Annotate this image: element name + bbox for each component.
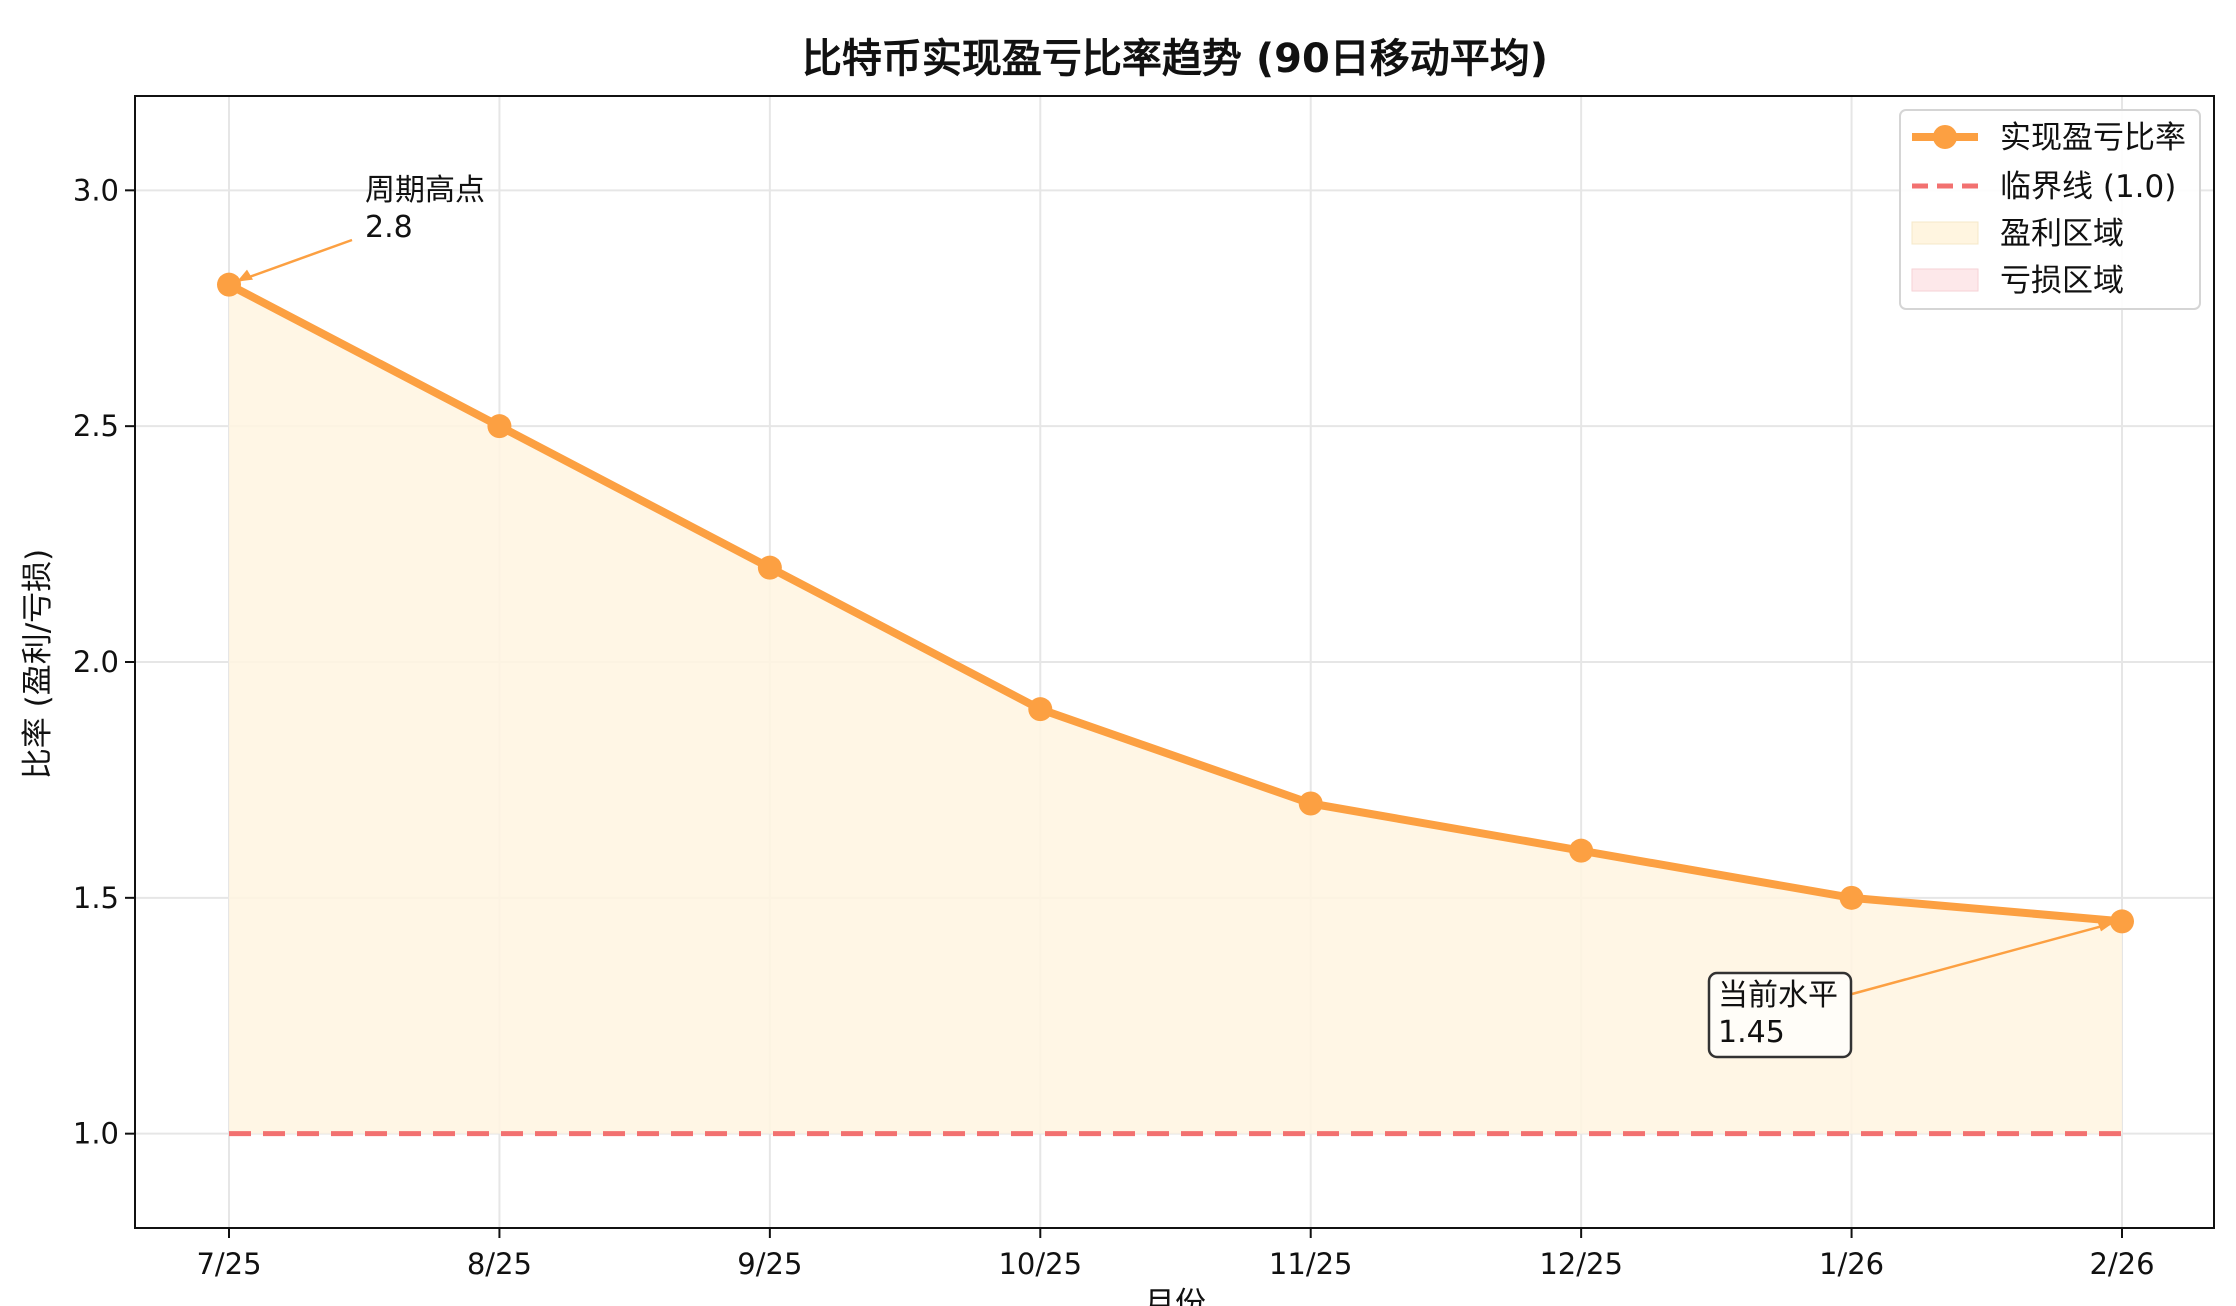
series-line (225, 280, 2126, 926)
legend-marker-swatch (1933, 125, 1957, 149)
annotation-arrowhead (237, 269, 253, 282)
profit-region (229, 284, 2122, 1134)
series-layer (217, 272, 2134, 934)
legend-label: 盈利区域 (2000, 216, 2124, 252)
annotation-value: 2.8 (365, 210, 413, 245)
x-tick-label: 12/25 (1539, 1247, 1623, 1281)
data-point (1839, 885, 1864, 910)
y-tick-label: 2.5 (73, 409, 119, 443)
data-point (1028, 697, 1053, 722)
y-tick-label: 1.5 (73, 881, 119, 915)
annotation-label: 当前水平 (1718, 978, 1838, 1013)
x-tick-label: 8/25 (467, 1247, 532, 1281)
legend-box (1899, 109, 2201, 310)
annotation-arrow (1851, 922, 2113, 996)
x-axis-label: 月份 (1144, 1286, 1206, 1306)
chart-title: 比特币实现盈亏比率趋势 (90日移动平均) (802, 36, 1548, 82)
annotation-arrow (238, 238, 353, 282)
data-point (217, 272, 241, 297)
annotation-box (1707, 971, 1853, 1059)
legend-label: 实现盈亏比率 (2000, 120, 2186, 156)
x-tick-label: 2/26 (2089, 1247, 2154, 1281)
y-axis-label: 比率 (盈利/亏损) (20, 549, 56, 780)
annotation-value: 1.45 (1718, 1015, 1785, 1050)
x-tick-label: 10/25 (998, 1247, 1082, 1281)
x-tick-label: 11/25 (1269, 1247, 1353, 1281)
x-tick-label: 1/26 (1819, 1247, 1884, 1281)
legend-label: 临界线 (1.0) (2000, 169, 2176, 205)
y-tick-label: 1.0 (73, 1117, 119, 1151)
data-point (1569, 838, 1594, 863)
y-tick-label: 3.0 (73, 173, 119, 207)
annotation-arrowhead (2097, 920, 2114, 932)
fill-layer (229, 284, 2122, 1134)
x-tick-label: 7/25 (196, 1247, 261, 1281)
legend-loss-swatch (1911, 268, 1979, 292)
x-tick-label: 9/25 (737, 1247, 802, 1281)
tick-layer: 7/25 8/25 9/25 10/25 11/25 12/25 1/26 2/26 1.0 1.… (73, 173, 2155, 1281)
data-point (2110, 909, 2134, 934)
legend-profit-swatch (1911, 221, 1979, 245)
data-point (487, 414, 512, 439)
data-point (757, 555, 782, 580)
annotation-label: 周期高点 (365, 173, 485, 208)
legend-label: 亏损区域 (2000, 263, 2124, 299)
y-tick-label: 2.0 (73, 645, 119, 679)
data-point (1298, 791, 1323, 816)
